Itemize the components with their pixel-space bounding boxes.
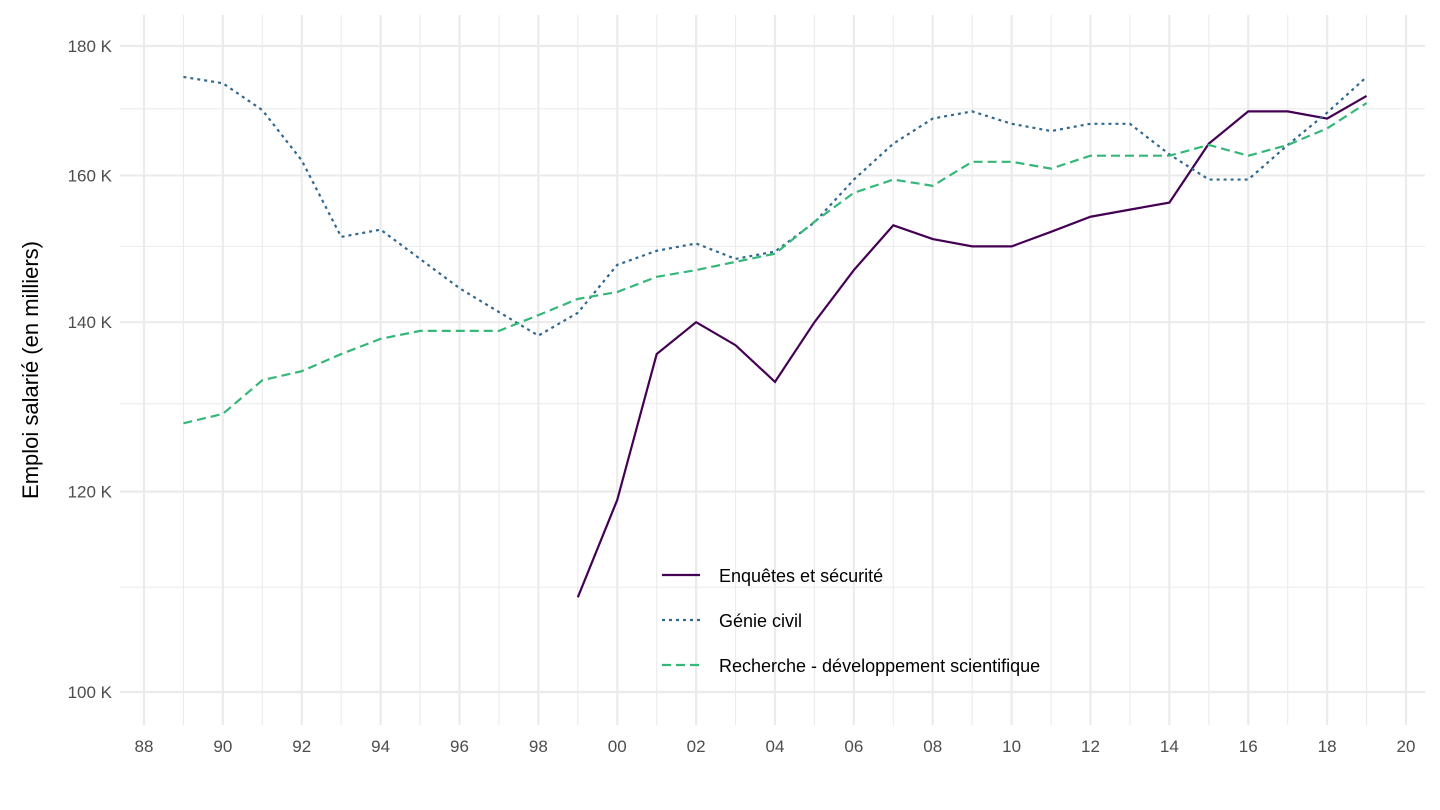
x-tick-label: 10 bbox=[1002, 737, 1021, 756]
y-axis: 100 K 120 K 140 K 160 K 180 K bbox=[68, 37, 113, 702]
x-tick-label: 88 bbox=[135, 737, 154, 756]
x-tick-label: 18 bbox=[1318, 737, 1337, 756]
y-axis-title: Emploi salarié (en milliers) bbox=[18, 241, 43, 499]
x-tick-label: 94 bbox=[371, 737, 390, 756]
x-tick-label: 92 bbox=[292, 737, 311, 756]
legend: Enquêtes et sécurité Génie civil Recherche… bbox=[662, 566, 1040, 676]
x-tick-label: 90 bbox=[213, 737, 232, 756]
y-tick-label: 120 K bbox=[68, 483, 113, 502]
x-tick-label: 02 bbox=[687, 737, 706, 756]
x-tick-label: 16 bbox=[1239, 737, 1258, 756]
y-tick-label: 180 K bbox=[68, 37, 113, 56]
legend-label: Recherche - développement scientifique bbox=[719, 656, 1040, 676]
series-line bbox=[183, 102, 1368, 425]
x-tick-label: 12 bbox=[1081, 737, 1100, 756]
y-tick-label: 140 K bbox=[68, 313, 113, 332]
x-tick-label: 98 bbox=[529, 737, 548, 756]
x-tick-label: 00 bbox=[608, 737, 627, 756]
x-tick-label: 06 bbox=[844, 737, 863, 756]
series-line bbox=[183, 75, 1368, 337]
y-tick-label: 160 K bbox=[68, 166, 113, 185]
grid bbox=[120, 15, 1425, 725]
x-tick-label: 96 bbox=[450, 737, 469, 756]
series-line bbox=[576, 95, 1368, 598]
x-tick-label: 14 bbox=[1160, 737, 1179, 756]
x-tick-label: 20 bbox=[1397, 737, 1416, 756]
x-axis: 88 90 92 94 96 98 00 02 04 06 08 10 12 14 16 18 20 bbox=[135, 737, 1416, 756]
series-lines bbox=[183, 75, 1368, 598]
legend-label: Enquêtes et sécurité bbox=[719, 566, 883, 586]
x-tick-label: 08 bbox=[923, 737, 942, 756]
y-tick-label: 100 K bbox=[68, 683, 113, 702]
legend-label: Génie civil bbox=[719, 611, 802, 631]
x-tick-label: 04 bbox=[766, 737, 785, 756]
